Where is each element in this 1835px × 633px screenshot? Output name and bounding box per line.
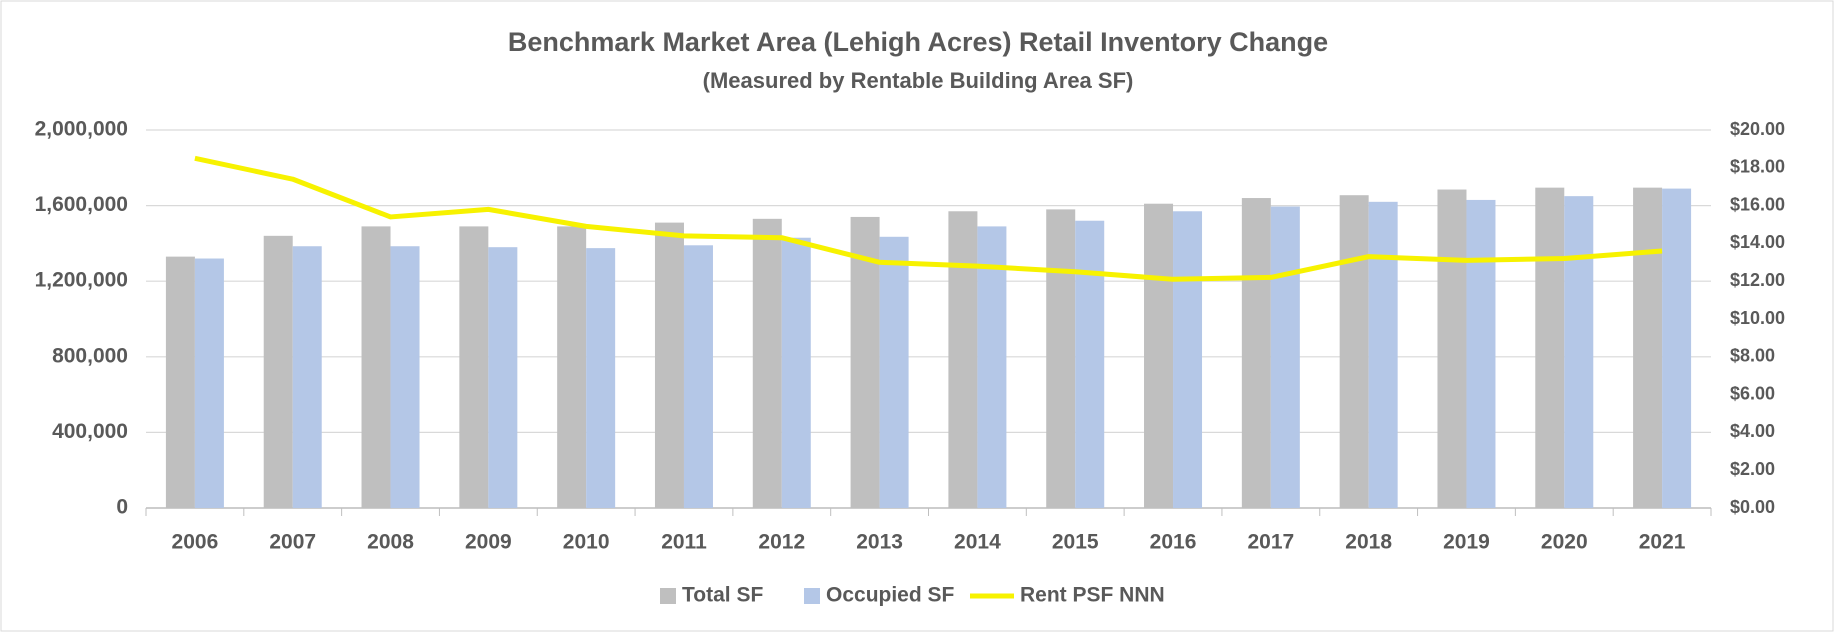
x-tick-label: 2006 — [172, 531, 219, 554]
y2-tick-label: $14.00 — [1730, 232, 1785, 252]
bar — [1241, 198, 1271, 509]
x-tick-label: 2012 — [758, 531, 805, 554]
bar — [194, 258, 224, 508]
y-tick-label: 0 — [116, 496, 128, 519]
x-tick-label: 2021 — [1639, 531, 1686, 554]
y-tick-label: 1,600,000 — [35, 193, 128, 216]
bar — [1437, 189, 1467, 508]
legend-label: Occupied SF — [826, 584, 955, 607]
x-tick-label: 2010 — [563, 531, 610, 554]
bar — [948, 211, 978, 508]
bar — [557, 226, 587, 508]
x-tick-label: 2017 — [1247, 531, 1294, 554]
bar — [586, 248, 616, 508]
bar — [165, 256, 195, 508]
bar — [752, 218, 782, 508]
bar — [1075, 220, 1105, 508]
bar — [1466, 199, 1496, 508]
y2-tick-label: $2.00 — [1730, 459, 1775, 479]
legend-label: Rent PSF NNN — [1020, 584, 1165, 607]
bar — [361, 226, 391, 508]
bar — [1368, 201, 1398, 508]
legend-label: Total SF — [682, 584, 763, 607]
y2-tick-label: $16.00 — [1730, 194, 1785, 214]
bar — [1270, 206, 1300, 509]
x-tick-label: 2009 — [465, 531, 512, 554]
bar — [459, 226, 489, 508]
y2-tick-label: $6.00 — [1730, 383, 1775, 403]
bar — [1173, 211, 1203, 508]
y-tick-label: 2,000,000 — [35, 118, 128, 141]
bar — [292, 246, 322, 509]
legend-swatch — [660, 588, 676, 604]
bar — [488, 247, 518, 508]
y2-tick-label: $10.00 — [1730, 308, 1785, 328]
y-tick-label: 400,000 — [52, 420, 128, 443]
x-tick-label: 2018 — [1345, 531, 1392, 554]
bar — [1144, 203, 1174, 508]
chart-title: Benchmark Market Area (Lehigh Acres) Ret… — [508, 27, 1328, 57]
y2-tick-label: $8.00 — [1730, 346, 1775, 366]
x-tick-label: 2014 — [954, 531, 1001, 554]
x-tick-label: 2019 — [1443, 531, 1490, 554]
x-tick-label: 2008 — [367, 531, 414, 554]
y2-tick-label: $4.00 — [1730, 421, 1775, 441]
y-tick-label: 1,200,000 — [35, 269, 128, 292]
x-tick-label: 2015 — [1052, 531, 1099, 554]
bar — [781, 237, 811, 509]
bar — [1564, 196, 1594, 508]
bar — [977, 226, 1007, 508]
bar — [654, 222, 684, 509]
bar — [1662, 188, 1692, 508]
y-tick-label: 800,000 — [52, 344, 128, 367]
x-tick-label: 2011 — [661, 531, 707, 554]
y2-tick-label: $20.00 — [1730, 119, 1785, 139]
line — [194, 155, 1663, 282]
bar — [879, 236, 909, 508]
bar — [1535, 187, 1565, 508]
bar — [1633, 187, 1663, 508]
bar — [263, 235, 293, 508]
x-tick-label: 2020 — [1541, 531, 1588, 554]
legend-swatch — [804, 588, 820, 604]
bar — [1339, 195, 1369, 508]
chart-subtitle: (Measured by Rentable Building Area SF) — [703, 68, 1134, 93]
x-tick-label: 2016 — [1150, 531, 1197, 554]
bar — [850, 216, 880, 508]
x-tick-label: 2007 — [269, 531, 316, 554]
y2-tick-label: $12.00 — [1730, 270, 1785, 290]
bar — [390, 246, 420, 509]
bar — [1046, 209, 1076, 508]
bar — [683, 245, 713, 509]
y2-tick-label: $0.00 — [1730, 497, 1775, 517]
y2-tick-label: $18.00 — [1730, 157, 1785, 177]
x-tick-label: 2013 — [856, 531, 903, 554]
